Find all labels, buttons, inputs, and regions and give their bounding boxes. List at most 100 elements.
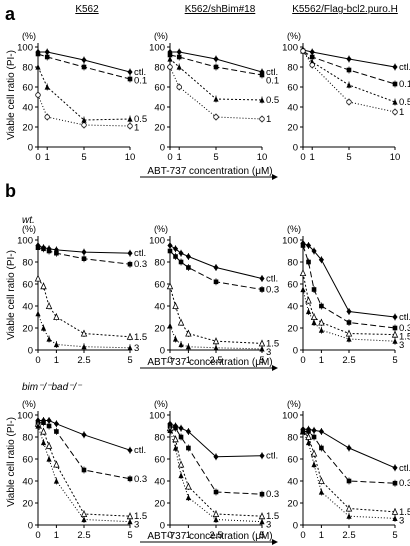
c2-ytick-label-0: 0 bbox=[160, 520, 165, 531]
a1-ytick-label-100: 100 bbox=[17, 42, 33, 53]
a2-ytick-label-0: 0 bbox=[160, 142, 165, 153]
b1-s2-point-5 bbox=[126, 332, 134, 340]
a1-series-label-1: 0.1 bbox=[134, 76, 147, 87]
b3-xtick-label-5: 5 bbox=[392, 355, 397, 366]
b3-ytick-label-40: 40 bbox=[287, 301, 298, 312]
a1-s0-point-2 bbox=[81, 56, 87, 64]
b3-s3-point-5 bbox=[392, 338, 398, 344]
c2-s0-point-5 bbox=[259, 452, 265, 459]
b3-xtick-label-2.5: 2.5 bbox=[342, 355, 355, 366]
c3-s1-point-2 bbox=[311, 434, 317, 440]
c2-s3-point-1 bbox=[172, 445, 179, 451]
a2-s3-point-1 bbox=[176, 84, 182, 90]
c3-s1-point-1 bbox=[306, 429, 311, 434]
b1-s1-point-1 bbox=[41, 246, 46, 252]
a1-s2-point-0 bbox=[35, 64, 41, 70]
c3-s3-point-0 bbox=[300, 428, 306, 435]
c3-series-label-3: 3 bbox=[399, 515, 404, 526]
a1-xtick-label-5: 5 bbox=[81, 152, 86, 163]
b2-xtick-label-5: 5 bbox=[259, 355, 264, 366]
c2-s3-point-5 bbox=[259, 518, 265, 525]
a1-series-line-3 bbox=[37, 94, 131, 127]
b1-series-label-1: 0.3 bbox=[134, 259, 147, 270]
b1-ytick-label-60: 60 bbox=[22, 279, 33, 290]
b1-s0-point-5 bbox=[127, 250, 133, 257]
c1-s3-point-2 bbox=[46, 456, 52, 462]
b1-s3-point-4 bbox=[81, 343, 87, 350]
b2-s0-point-5 bbox=[259, 275, 265, 282]
c3-series-label-2: 1.5 bbox=[399, 507, 410, 518]
a3-s2-point-2 bbox=[346, 82, 352, 88]
c1-s3-point-4 bbox=[81, 516, 87, 523]
c2-ytick-label-20: 20 bbox=[154, 498, 165, 509]
a2-s1-point-1 bbox=[176, 54, 182, 60]
c3-series-line-1 bbox=[303, 431, 396, 484]
c3-ytick-label-0: 0 bbox=[293, 520, 298, 531]
a2-ytick-label-40: 40 bbox=[154, 102, 165, 113]
c2-series-label-1: 0.3 bbox=[266, 489, 279, 500]
a2-s3-point-2 bbox=[213, 114, 219, 120]
b1-ytick-label-40: 40 bbox=[22, 301, 33, 312]
c3-xtick-label-2.5: 2.5 bbox=[342, 530, 355, 541]
a2-ytick-label-20: 20 bbox=[154, 122, 165, 133]
a2-ytick-label-80: 80 bbox=[154, 62, 165, 73]
c1-series-label-2: 1.5 bbox=[134, 511, 147, 522]
a3-ytick-label-100: 100 bbox=[282, 42, 298, 53]
b1-xtick-label-0: 0 bbox=[35, 355, 40, 366]
section-label-bimbad: bim⁻/⁻bad⁻/⁻ bbox=[22, 382, 82, 393]
c3-series-line-2 bbox=[302, 431, 396, 513]
c1-s1-point-3 bbox=[54, 429, 59, 434]
a1-s2-point-2 bbox=[81, 117, 87, 123]
c2-xtick-label-2.5: 2.5 bbox=[209, 530, 222, 541]
b2-series-label-1: 0.3 bbox=[266, 285, 279, 296]
c2-s0-point-3 bbox=[185, 428, 191, 435]
b2-ytick-label-20: 20 bbox=[154, 323, 165, 334]
c1-xtick-label-2.5: 2.5 bbox=[77, 530, 90, 541]
a2-series-label-0: ctl. bbox=[266, 67, 278, 78]
a2-s2-point-1 bbox=[176, 64, 182, 70]
b1-ytick-label-0: 0 bbox=[28, 345, 33, 356]
b3-ytick-label-20: 20 bbox=[287, 323, 298, 334]
c2-xtick-label-1: 1 bbox=[186, 530, 191, 541]
b2-ytick-label-100: 100 bbox=[149, 235, 165, 246]
c2-series-line-3 bbox=[169, 430, 263, 523]
a2-xtick-label-0: 0 bbox=[167, 152, 172, 163]
a1-s3-point-1 bbox=[44, 114, 50, 120]
b3-y-unit: (%) bbox=[287, 224, 301, 234]
c1-ytick-label-40: 40 bbox=[22, 476, 33, 487]
c3-ytick-label-40: 40 bbox=[287, 476, 298, 487]
a3-s3-point-3 bbox=[392, 109, 398, 115]
b1-xtick-label-2.5: 2.5 bbox=[77, 355, 90, 366]
b2-s1-point-1 bbox=[173, 254, 178, 259]
b2-s0-point-1 bbox=[172, 245, 179, 252]
b2-series-label-3: 3 bbox=[266, 347, 271, 358]
a2-s0-point-2 bbox=[213, 55, 219, 63]
c2-s0-point-2 bbox=[178, 425, 184, 432]
a1-s3-point-2 bbox=[81, 122, 87, 128]
c3-series-label-1: 0.3 bbox=[399, 478, 410, 489]
a2-series-label-1: 0.1 bbox=[266, 76, 279, 87]
b3-s3-point-0 bbox=[300, 286, 306, 293]
c3-xtick-label-0: 0 bbox=[300, 530, 305, 541]
c1-s2-point-4 bbox=[80, 510, 88, 517]
c3-xtick-label-5: 5 bbox=[392, 530, 397, 541]
a1-xtick-label-10: 10 bbox=[125, 152, 136, 163]
c2-s3-point-2 bbox=[178, 472, 184, 479]
a3-s1-point-1 bbox=[309, 54, 315, 60]
a1-s2-point-3 bbox=[127, 116, 133, 122]
c3-s0-point-2 bbox=[311, 427, 317, 434]
b1-s3-point-0 bbox=[35, 310, 41, 317]
b3-series-label-0: ctl. bbox=[399, 312, 410, 323]
a3-series-label-1: 0.1 bbox=[399, 79, 410, 90]
b1-series-line-3 bbox=[37, 313, 131, 349]
c3-s3-point-1 bbox=[305, 439, 312, 446]
a1-y-unit: (%) bbox=[22, 31, 36, 41]
b1-s2-point-3 bbox=[53, 313, 60, 320]
c1-s3-point-3 bbox=[53, 478, 59, 484]
a1-ytick-label-20: 20 bbox=[22, 122, 33, 133]
a2-y-unit: (%) bbox=[154, 31, 168, 41]
a2-series-line-2 bbox=[169, 58, 263, 101]
b1-s3-point-1 bbox=[40, 325, 47, 331]
b3-s1-point-2 bbox=[311, 287, 317, 292]
